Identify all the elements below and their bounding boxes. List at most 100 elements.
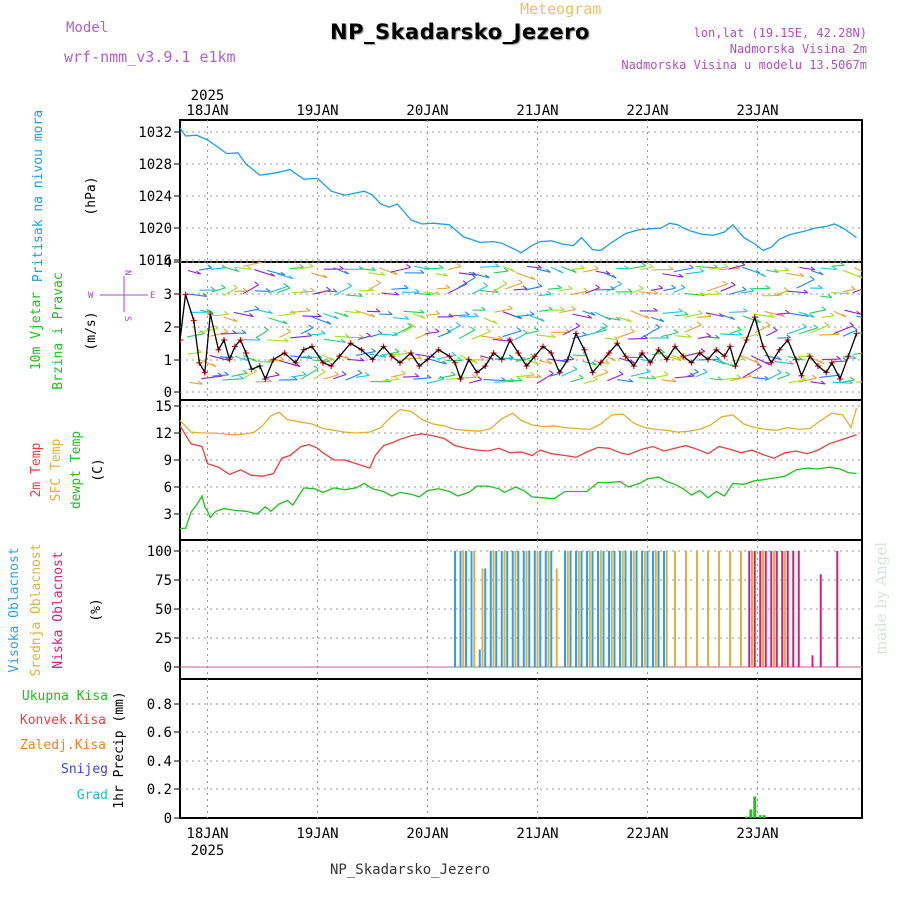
- precip-bar: [762, 815, 766, 818]
- wind-arrow: [630, 371, 651, 377]
- wind-arrow: [594, 311, 611, 321]
- wind-arrow-head: [417, 354, 422, 359]
- wind-arrow-head: [616, 316, 621, 321]
- wind-arrow-head: [798, 356, 804, 361]
- wind-arrow-head: [456, 322, 461, 327]
- wind-arrow-head: [850, 285, 856, 290]
- wind-arrow: [468, 271, 490, 279]
- wind-arrow: [538, 293, 552, 297]
- bottom-day-tick-label: 18JAN: [186, 826, 228, 842]
- wind-arrow-head: [761, 273, 766, 278]
- wind-arrow-head: [689, 264, 694, 269]
- wind-arrow: [570, 377, 584, 383]
- wind-arrow-head: [425, 328, 431, 333]
- wind-arrow: [201, 375, 223, 380]
- wind-arrow-head: [529, 311, 535, 315]
- wind-arrow: [483, 317, 498, 325]
- wind-arrow: [413, 377, 432, 380]
- wind-arrow: [403, 310, 425, 314]
- wind-arrow: [514, 332, 528, 341]
- cloud-axis-title-high: Visoka Oblacnost: [7, 547, 22, 672]
- wind-arrow: [300, 327, 313, 335]
- wind-arrow-head: [702, 368, 708, 373]
- wind-arrow-head: [858, 274, 862, 279]
- wind-arrow: [844, 309, 861, 315]
- wind-arrow: [662, 311, 683, 314]
- wind-arrow: [436, 354, 456, 360]
- wind-arrow-head: [801, 375, 806, 380]
- wind-arrow-head: [364, 371, 370, 376]
- wind-arrow-head: [375, 308, 381, 313]
- wind-arrow: [479, 265, 499, 268]
- wind-arrow: [323, 338, 346, 343]
- wind-arrow: [356, 310, 375, 318]
- wind-arrow: [222, 266, 239, 272]
- wind-arrow: [740, 333, 761, 339]
- wind-arrow-head: [320, 330, 326, 335]
- wind-arrow-head: [370, 313, 376, 318]
- wind-arrow-head: [706, 312, 712, 317]
- wind-arrow-head: [558, 269, 564, 274]
- wind-arrow: [209, 331, 228, 337]
- wind-arrow: [502, 311, 522, 320]
- wind-arrow-head: [344, 270, 350, 275]
- wind-arrow-head: [241, 329, 247, 334]
- wind-ytick-label: 4: [164, 255, 172, 271]
- wind-arrow-head: [827, 294, 833, 299]
- wind-arrow-head: [803, 289, 809, 294]
- wind-arrow-head: [265, 287, 271, 292]
- wind-arrow: [764, 372, 782, 382]
- wind-arrow-head: [575, 322, 581, 327]
- wind-arrow: [842, 329, 858, 337]
- wind-arrow-head: [292, 376, 298, 381]
- wind-arrow: [458, 329, 475, 340]
- wind-arrow-head: [749, 287, 755, 292]
- wind-arrow: [854, 267, 862, 272]
- wind-arrow-head: [211, 363, 217, 368]
- wind-arrow: [223, 287, 238, 297]
- wind-arrow: [831, 264, 845, 267]
- precip-legend-label-1: Konvek.Kisa: [20, 713, 106, 728]
- wind-arrow-head: [706, 332, 711, 337]
- wind-arrow-head: [812, 374, 817, 379]
- wind-arrow: [458, 315, 479, 318]
- wind-arrow: [765, 329, 778, 337]
- temp-2m-line: [180, 425, 857, 477]
- wind-arrow: [289, 266, 304, 270]
- wind-arrow: [289, 310, 311, 313]
- wind-arrow-head: [435, 290, 441, 295]
- wind-arrow: [381, 378, 399, 382]
- wind-arrow-head: [254, 281, 259, 286]
- wind-arrow-head: [559, 306, 565, 311]
- wind-arrow-head: [473, 312, 479, 317]
- wind-arrow: [212, 374, 229, 377]
- wind-arrow-head: [263, 326, 269, 331]
- wind-arrow: [798, 311, 815, 318]
- wind-arrow-head: [819, 360, 824, 365]
- wind-arrow: [265, 359, 284, 363]
- wind-arrow-head: [286, 328, 291, 333]
- wind-arrow: [831, 360, 848, 363]
- wind-arrow: [728, 264, 745, 270]
- wind-arrow-head: [756, 319, 761, 323]
- model-name: wrf-nmm_v3.9.1 e1km: [64, 48, 236, 66]
- wind-arrow: [706, 283, 728, 292]
- wind-arrow: [390, 266, 411, 273]
- wind-arrow: [547, 287, 562, 290]
- wind-arrow-head: [809, 276, 815, 280]
- wind-arrow-head: [836, 355, 841, 360]
- wind-arrow-head: [536, 373, 542, 378]
- wind-arrow-head: [270, 272, 276, 277]
- wind-arrow: [493, 270, 508, 274]
- wind-arrow-head: [678, 308, 683, 313]
- wind-arrow: [629, 288, 644, 295]
- wind-arrow-head: [668, 266, 674, 270]
- wind-arrow-head: [856, 310, 862, 315]
- wind-arrow-head: [628, 378, 634, 383]
- wind-arrow-head: [736, 374, 742, 379]
- wind-arrow-head: [694, 368, 699, 373]
- wind-arrow: [605, 337, 619, 341]
- wind-arrow: [502, 330, 522, 338]
- wind-arrow-head: [699, 268, 704, 272]
- bottom-station-label: NP_Skadarsko_Jezero: [330, 862, 491, 878]
